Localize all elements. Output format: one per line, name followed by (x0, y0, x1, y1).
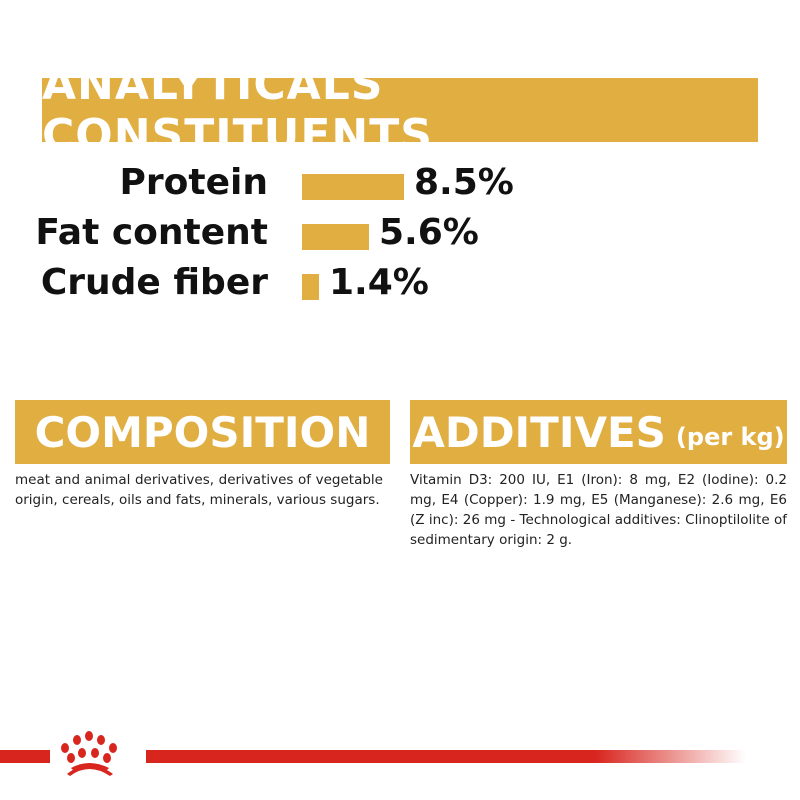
analytic-value: 8.5% (414, 162, 514, 203)
analytic-row-fiber: Crude fiber 1.4% (0, 262, 800, 312)
brand-line-right (146, 750, 746, 763)
additives-header: ADDITIVES (per kg) (410, 400, 787, 464)
analytic-row-protein: Protein 8.5% (0, 162, 800, 212)
analytic-value: 1.4% (329, 262, 429, 303)
analytic-label: Protein (119, 162, 268, 203)
analytic-label: Fat content (35, 212, 268, 253)
brand-line-left (0, 750, 50, 763)
crown-icon (61, 731, 117, 776)
analytic-label: Crude fiber (40, 262, 268, 303)
composition-text: meat and animal derivatives, derivatives… (15, 472, 383, 508)
analytic-bar (302, 174, 404, 200)
analytics-title: ANALYTICALS CONSTITUENTS (42, 59, 758, 161)
analytic-value: 5.6% (379, 212, 479, 253)
analytic-bar (302, 274, 319, 300)
additives-text: Vitamin D3: 200 IU, E1 (Iron): 8 mg, E2 … (410, 472, 787, 548)
additives-title: ADDITIVES (412, 407, 666, 457)
analytic-row-fat: Fat content 5.6% (0, 212, 800, 262)
additives-unit: (per kg) (675, 423, 785, 451)
composition-title: COMPOSITION (15, 400, 390, 464)
analytic-bar (302, 224, 369, 250)
